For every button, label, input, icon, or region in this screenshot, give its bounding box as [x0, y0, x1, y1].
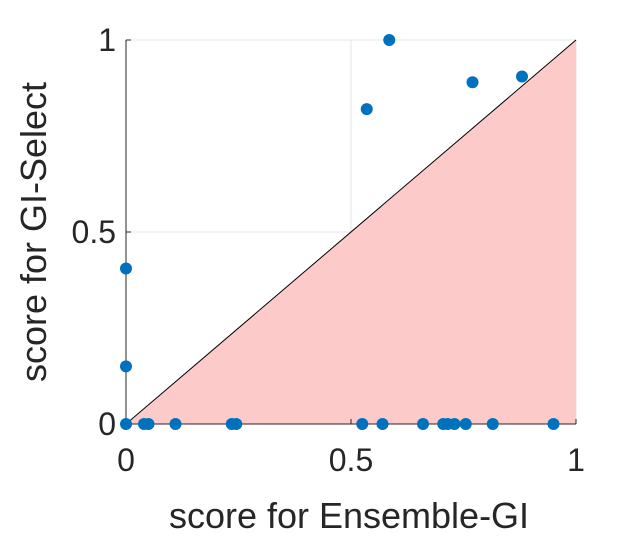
data-point	[142, 418, 155, 430]
y-tick-label: 0	[98, 406, 116, 442]
x-tick-label: 0.5	[329, 442, 373, 478]
data-point	[360, 103, 373, 116]
y-tick-label: 0.5	[72, 214, 116, 250]
data-point	[466, 76, 479, 89]
data-point	[547, 418, 560, 430]
diagonal-line	[125, 39, 577, 425]
tick-labels: 0 0.5 1 0 0.5 1	[72, 22, 585, 478]
x-axis-label: score for Ensemble-GI	[169, 495, 529, 536]
data-point	[120, 262, 132, 275]
data-point	[516, 70, 528, 83]
data-point	[120, 360, 132, 373]
data-point	[376, 418, 389, 430]
data-point	[230, 418, 243, 430]
data-point	[448, 418, 461, 430]
x-tick-label: 0	[117, 442, 135, 478]
data-points	[120, 34, 560, 430]
data-point	[417, 418, 429, 430]
data-point	[169, 418, 182, 430]
data-point	[459, 418, 472, 430]
x-tick-label: 1	[567, 442, 585, 478]
y-axis-label: score for GI-Select	[13, 82, 54, 382]
y-tick-label: 1	[98, 22, 116, 58]
data-point	[356, 418, 369, 430]
data-point	[486, 418, 499, 430]
data-point	[383, 34, 396, 46]
data-point	[120, 418, 132, 430]
